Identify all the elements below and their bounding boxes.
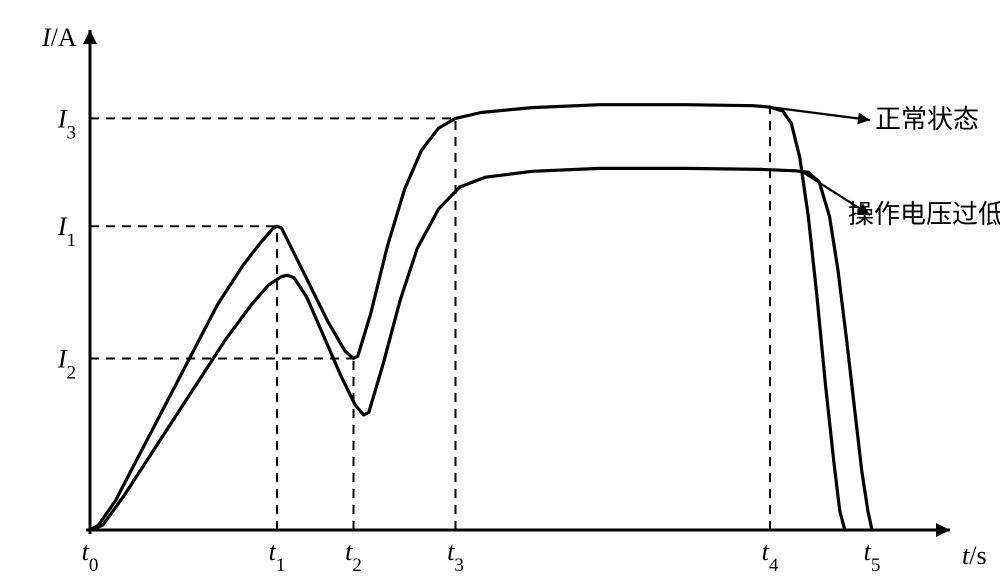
- x-tick-t0: t0: [82, 537, 99, 576]
- x-tick-t5: t5: [864, 537, 881, 576]
- x-tick-t1: t1: [269, 537, 286, 576]
- x-axis-label: t/s: [962, 541, 987, 570]
- arrow-head: [83, 30, 97, 44]
- y-axis-label: I/A: [41, 23, 77, 52]
- y-tick-I2: I2: [57, 345, 76, 384]
- y-tick-I3: I3: [57, 104, 76, 142]
- legend-label-normal: 正常状态: [875, 105, 979, 134]
- y-tick-I1: I1: [57, 212, 76, 251]
- x-tick-t4: t4: [762, 537, 779, 576]
- chart-container: I/A t/s t0 t1 t2 t3 t4 t5 I1 I2 I3 正常状态操作电压过低: [0, 0, 1000, 587]
- line-chart-svg: I/A t/s t0 t1 t2 t3 t4 t5 I1 I2 I3 正常状态操作电压过低: [0, 0, 1000, 587]
- x-tick-t3: t3: [447, 537, 464, 576]
- x-tick-t2: t2: [345, 537, 362, 576]
- series-low_voltage: [90, 168, 872, 530]
- legend-label-low_voltage: 操作电压过低: [848, 200, 1000, 229]
- arrow-head: [936, 523, 950, 537]
- arrow-head: [857, 113, 870, 125]
